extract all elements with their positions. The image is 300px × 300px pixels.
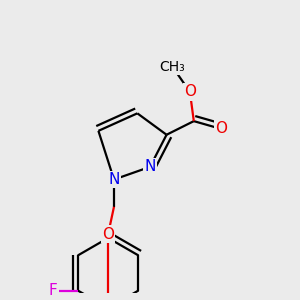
Text: O: O [184, 84, 196, 99]
Text: N: N [108, 172, 120, 187]
Text: O: O [215, 122, 227, 136]
Text: N: N [144, 159, 156, 174]
Text: O: O [102, 226, 114, 242]
Text: CH₃: CH₃ [160, 60, 185, 74]
Text: F: F [49, 283, 57, 298]
